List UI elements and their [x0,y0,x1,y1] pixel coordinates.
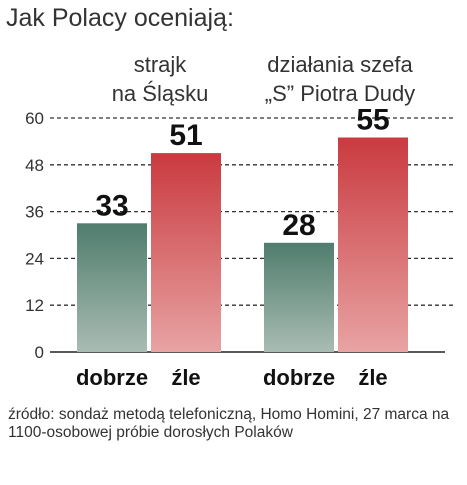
y-tick-label: 60 [25,109,44,128]
y-tick-label: 0 [35,343,44,362]
bar [264,242,334,352]
chart-title: Jak Polacy oceniają: [6,4,234,32]
category-label: źle [171,365,200,390]
bar [77,223,147,352]
group-title-line: strajk [133,52,187,77]
y-tick-label: 48 [25,156,44,175]
data-label: 33 [95,189,128,222]
y-tick-label: 12 [25,296,44,315]
bar-chart: 0 12 24 36 48 60 33 dobrze 51 źle 28 dobrze 55 źle [25,104,455,390]
source-note: źródło: sondaż metodą telefoniczną, Homo… [8,406,450,441]
group-title-duda: działania szefa „S” Piotra Dudy [240,50,440,108]
data-label: 51 [169,119,202,152]
data-label: 28 [282,209,315,242]
group-title-line: na Śląsku [111,81,209,106]
bar [151,153,221,352]
y-tick-label: 24 [25,249,44,268]
group-title-line: „S” Piotra Dudy [264,81,416,106]
category-label: dobrze [76,365,148,390]
category-label: dobrze [263,365,335,390]
bar [338,137,408,352]
y-tick-label: 36 [25,203,44,222]
group-title-line: działania szefa [267,52,413,77]
category-label: źle [358,365,387,390]
data-label: 55 [356,104,389,137]
group-title-strike: strajk na Śląsku [80,50,240,108]
